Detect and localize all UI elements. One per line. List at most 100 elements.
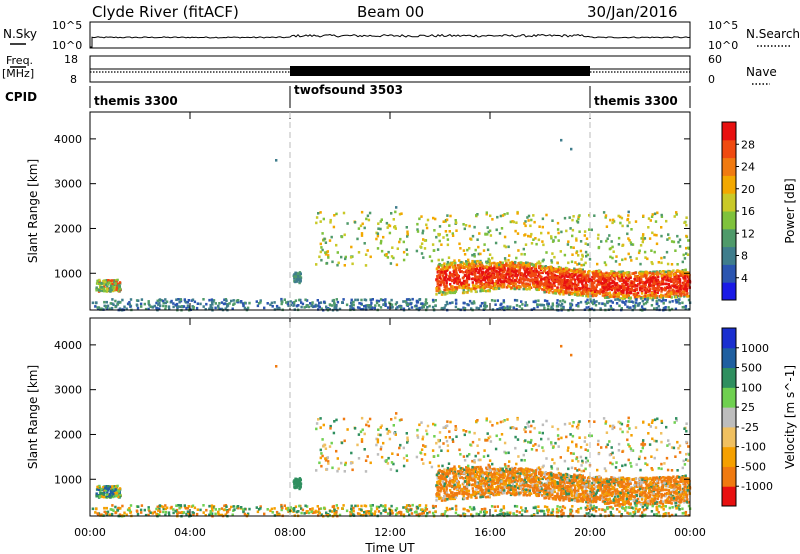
- range-gate-cell: [499, 265, 503, 268]
- range-gate-cell: [654, 220, 658, 223]
- range-gate-cell: [466, 277, 469, 280]
- range-gate-cell: [491, 256, 494, 260]
- range-gate-cell: [587, 272, 591, 276]
- range-gate-cell: [540, 231, 543, 235]
- range-gate-cell: [520, 307, 524, 310]
- range-gate-cell: [482, 283, 486, 286]
- range-gate-cell: [422, 305, 425, 309]
- range-gate-cell: [577, 293, 580, 296]
- range-gate-cell: [507, 280, 511, 283]
- range-gate-cell: [467, 475, 471, 479]
- range-gate-cell: [440, 270, 443, 274]
- range-gate-cell: [578, 230, 581, 233]
- range-gate-cell: [621, 476, 625, 479]
- range-gate-cell: [541, 240, 544, 243]
- range-gate-cell: [568, 279, 571, 282]
- range-gate-cell: [493, 262, 496, 265]
- range-gate-cell: [102, 289, 106, 293]
- range-gate-cell: [394, 302, 398, 306]
- range-gate-cell: [651, 262, 654, 266]
- range-gate-cell: [474, 290, 478, 294]
- range-gate-cell: [564, 280, 567, 284]
- range-gate-cell: [297, 304, 300, 307]
- range-gate-cell: [620, 276, 624, 279]
- range-gate-cell: [655, 302, 658, 306]
- range-gate-cell: [350, 302, 353, 305]
- range-gate-cell: [421, 303, 424, 307]
- range-gate-cell: [660, 213, 663, 217]
- range-gate-cell: [568, 482, 572, 485]
- range-gate-cell: [537, 272, 541, 275]
- range-gate-cell: [103, 300, 106, 304]
- range-gate-cell: [450, 289, 453, 293]
- range-gate-cell: [463, 262, 466, 266]
- range-gate-cell: [476, 238, 479, 241]
- range-gate-cell: [660, 496, 663, 499]
- range-gate-cell: [581, 474, 584, 478]
- range-gate-cell: [547, 231, 550, 235]
- range-gate-cell: [437, 274, 440, 277]
- range-gate-cell: [570, 490, 574, 494]
- range-gate-cell: [443, 288, 447, 292]
- range-gate-cell: [492, 284, 495, 287]
- range-gate-cell: [442, 236, 445, 239]
- range-gate-cell: [599, 279, 602, 282]
- range-gate-cell: [590, 278, 593, 282]
- range-gate-cell: [106, 285, 109, 289]
- range-gate-cell: [551, 252, 554, 255]
- range-gate-cell: [660, 261, 663, 265]
- range-gate-cell: [586, 270, 590, 274]
- range-gate-cell: [299, 277, 302, 281]
- range-gate-cell: [640, 297, 643, 300]
- range-gate-cell: [561, 299, 565, 302]
- range-gate-cell: [474, 492, 478, 496]
- range-gate-cell: [617, 243, 621, 246]
- range-gate-cell: [425, 301, 429, 305]
- range-gate-cell: [647, 294, 650, 297]
- range-gate-cell: [365, 217, 368, 221]
- range-gate-cell: [677, 281, 680, 284]
- range-gate-cell: [557, 231, 560, 235]
- range-gate-cell: [523, 222, 526, 225]
- range-gate-cell: [641, 481, 645, 484]
- range-gate-cell: [305, 299, 309, 302]
- range-gate-cell: [361, 308, 364, 311]
- range-gate-cell: [647, 226, 650, 229]
- range-gate-cell: [223, 298, 226, 302]
- range-gate-cell: [483, 304, 487, 307]
- range-gate-cell: [495, 478, 498, 481]
- range-gate-cell: [639, 277, 642, 280]
- range-gate-cell: [650, 249, 653, 252]
- range-gate-cell: [510, 286, 513, 289]
- range-gate-cell: [518, 281, 521, 284]
- velocity-scatter-cells: [91, 344, 692, 518]
- range-gate-cell: [506, 269, 510, 273]
- range-gate-cell: [411, 297, 414, 301]
- range-gate-cell: [599, 481, 602, 484]
- range-gate-cell: [399, 306, 403, 309]
- range-gate-cell: [523, 286, 527, 290]
- range-gate-cell: [514, 240, 517, 244]
- range-gate-cell: [600, 478, 603, 481]
- range-gate-cell: [590, 307, 594, 311]
- range-gate-cell: [560, 302, 564, 306]
- range-gate-cell: [572, 477, 575, 481]
- range-gate-cell: [446, 483, 449, 487]
- range-gate-cell: [466, 291, 469, 294]
- range-gate-cell: [363, 305, 366, 308]
- range-gate-cell: [240, 300, 243, 303]
- range-gate-cell: [466, 473, 470, 476]
- range-gate-cell: [617, 292, 620, 295]
- range-gate-cell: [300, 305, 303, 309]
- range-gate-cell: [665, 484, 668, 488]
- range-gate-cell: [467, 273, 471, 277]
- range-gate-cell: [535, 277, 539, 281]
- range-gate-cell: [635, 494, 638, 497]
- range-gate-cell: [630, 300, 634, 303]
- range-gate-cell: [683, 498, 686, 501]
- range-gate-cell: [605, 225, 609, 228]
- range-gate-cell: [510, 269, 514, 273]
- range-gate-cell: [494, 275, 497, 279]
- range-gate-cell: [681, 274, 684, 277]
- range-gate-cell: [506, 306, 509, 310]
